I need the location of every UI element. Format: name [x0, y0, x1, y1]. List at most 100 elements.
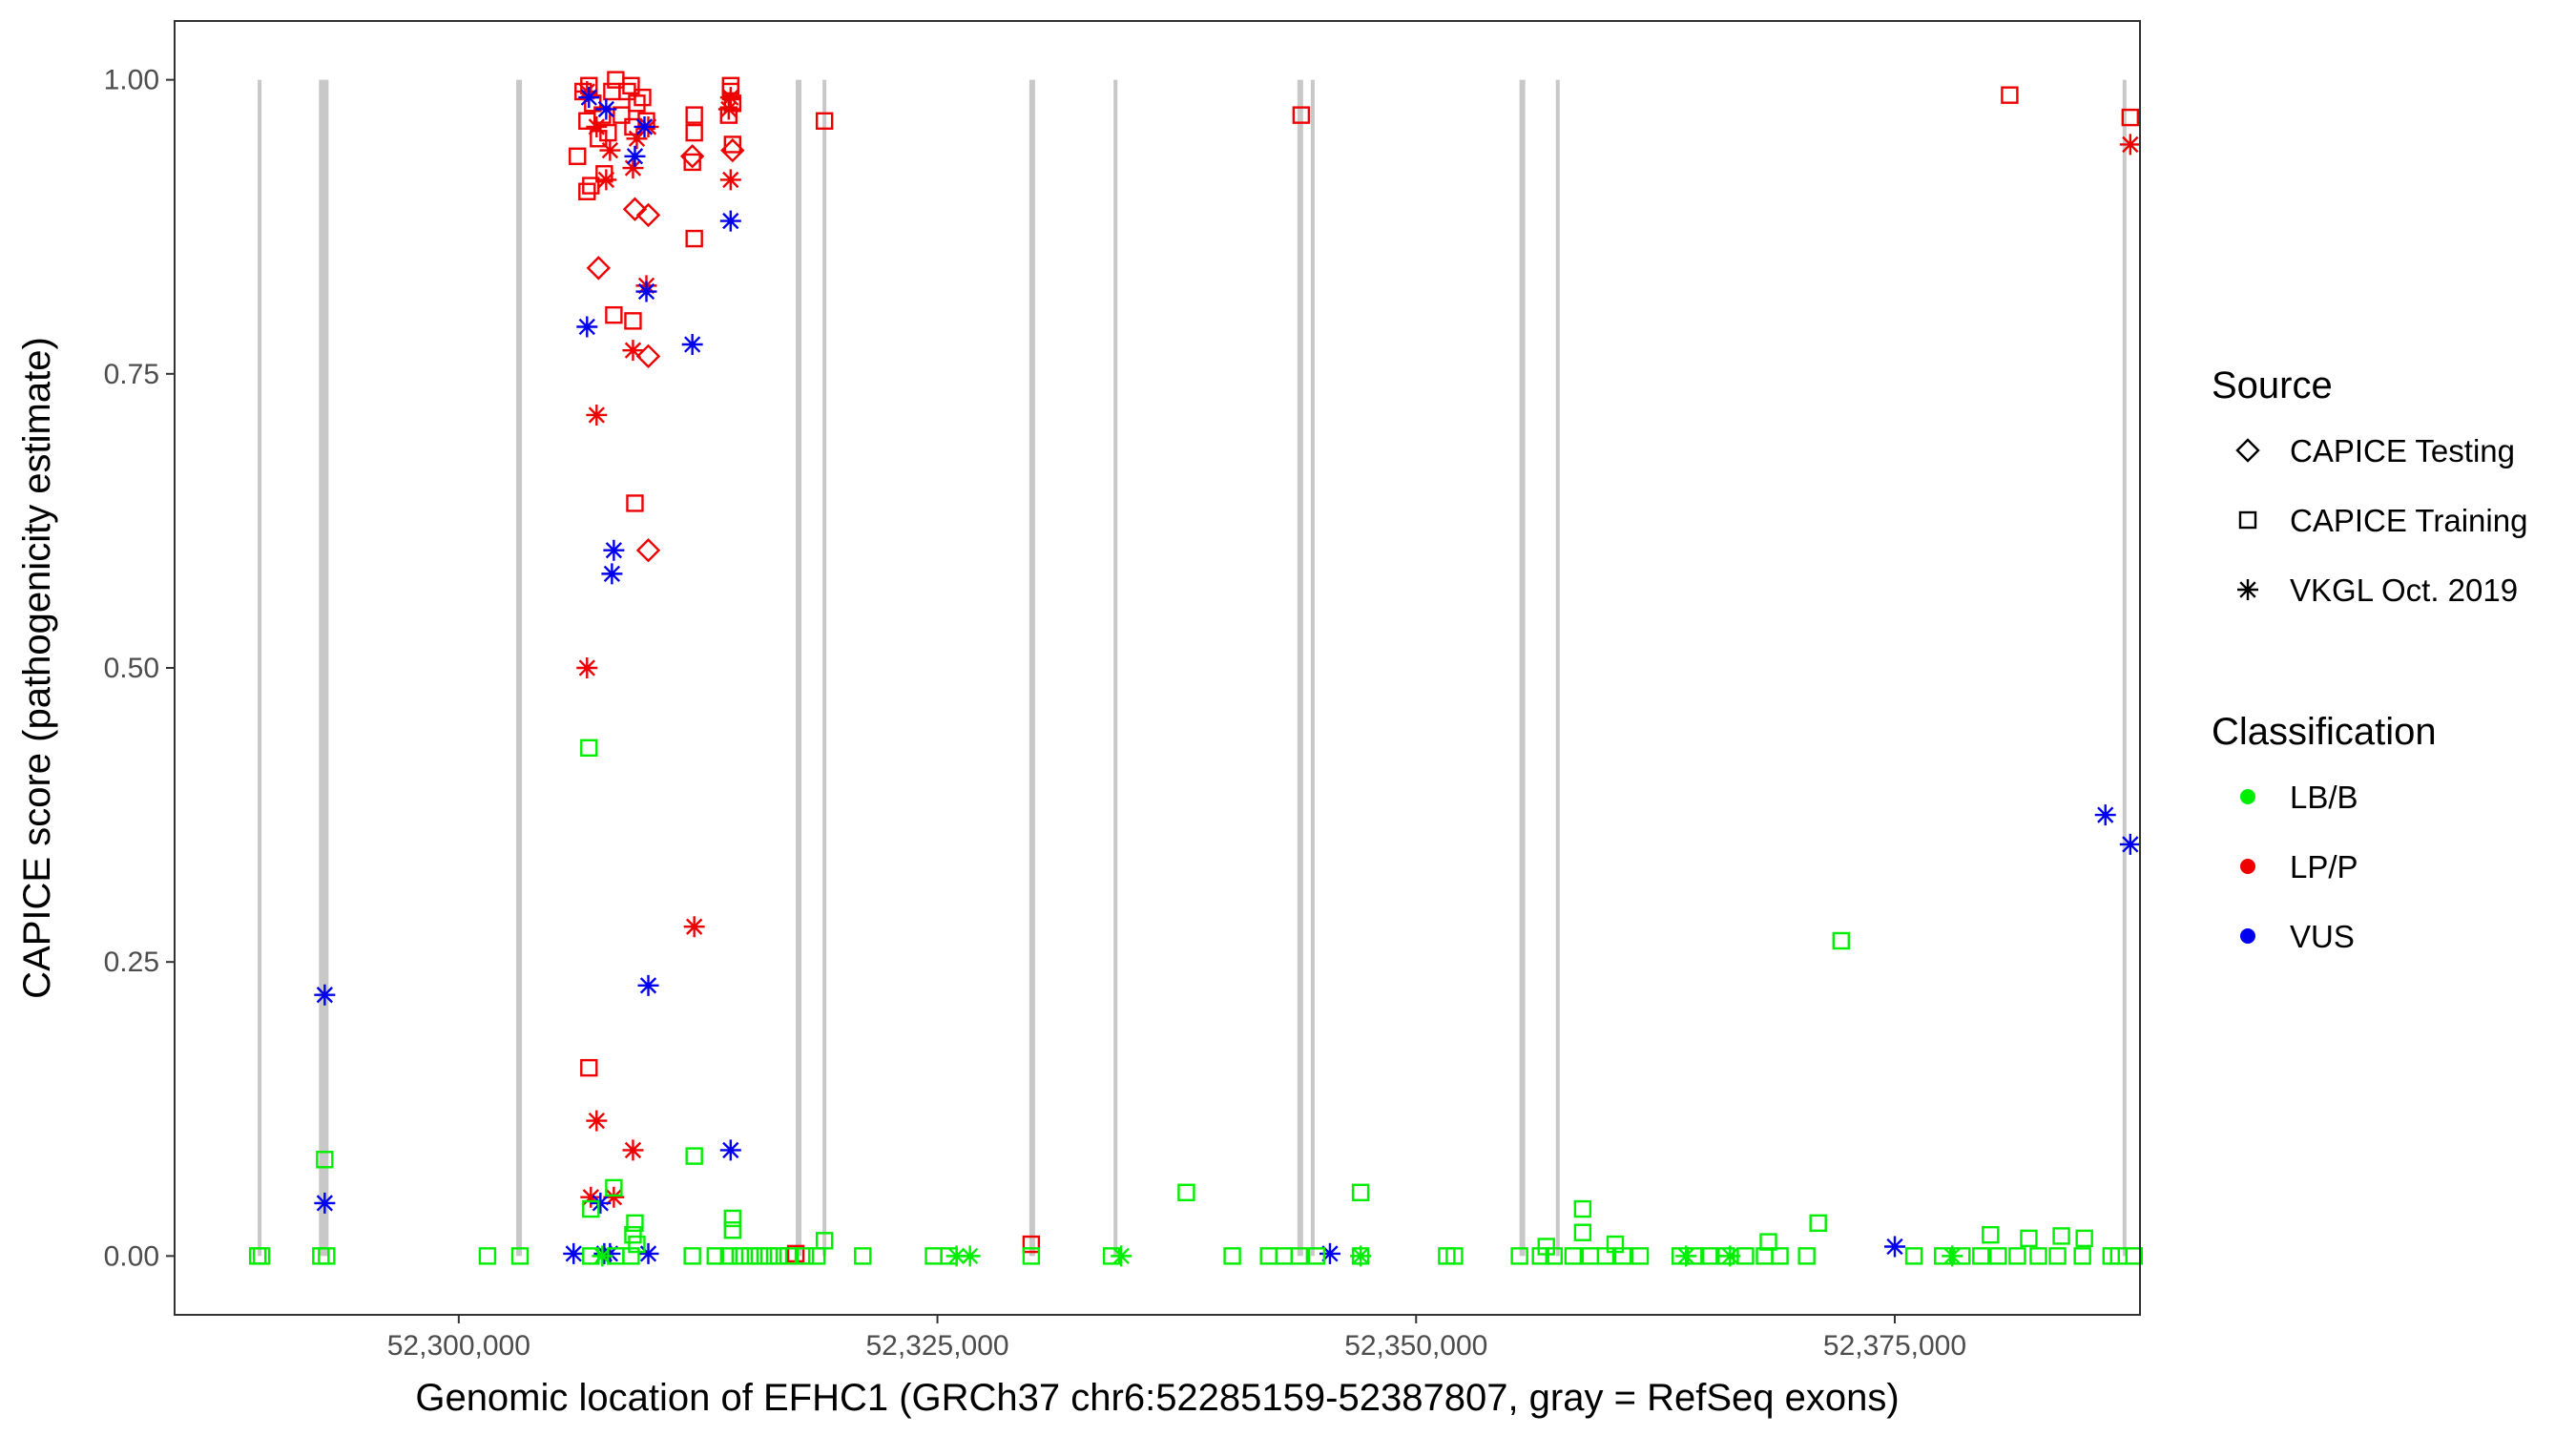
data-point — [2119, 833, 2141, 855]
data-point — [624, 1225, 642, 1244]
data-point — [635, 343, 661, 369]
data-point — [601, 563, 623, 585]
data-point — [719, 1139, 741, 1161]
data-point — [635, 538, 661, 563]
data-point — [807, 1247, 826, 1265]
data-point — [626, 1214, 644, 1233]
data-point — [586, 404, 608, 426]
data-point — [720, 137, 745, 163]
data-point — [1350, 1245, 1372, 1267]
data-point — [1771, 1247, 1789, 1265]
legend-key-square — [2238, 510, 2257, 530]
data-point — [1545, 1247, 1563, 1265]
data-point — [578, 87, 600, 109]
data-point — [605, 305, 623, 324]
data-point — [478, 1247, 497, 1265]
data-point — [719, 1247, 738, 1265]
data-point — [603, 1186, 625, 1208]
legend-key-dot — [2240, 789, 2255, 804]
data-point — [599, 123, 617, 142]
data-point — [2121, 108, 2140, 127]
data-point — [637, 974, 659, 996]
data-point — [2001, 86, 2019, 104]
exon-band — [2122, 79, 2127, 1257]
y-tick-label: 1.00 — [104, 65, 159, 96]
data-point — [1982, 1225, 2000, 1244]
x-tick-label: 52,300,000 — [387, 1330, 530, 1362]
data-point — [1290, 1247, 1309, 1265]
data-point — [1022, 1247, 1041, 1265]
y-tick-label: 0.25 — [104, 947, 159, 978]
data-point — [569, 147, 587, 165]
data-point — [924, 1247, 943, 1265]
exon-band — [258, 79, 262, 1257]
legend-label: CAPICE Testing — [2290, 433, 2515, 468]
data-point — [607, 71, 625, 89]
exon-band — [1028, 79, 1035, 1257]
data-point — [628, 1235, 646, 1254]
data-point — [1581, 1247, 1600, 1265]
data-point — [1564, 1247, 1583, 1265]
exon-band — [319, 79, 329, 1257]
data-point — [1177, 1183, 1195, 1201]
data-point — [2125, 1247, 2144, 1265]
data-point — [1700, 1247, 1718, 1265]
data-point — [314, 984, 336, 1006]
data-point — [578, 112, 596, 130]
data-point — [683, 1247, 701, 1265]
data-point — [685, 1147, 703, 1165]
data-point — [685, 123, 703, 142]
plot-panel-border — [174, 20, 2141, 1316]
data-point — [706, 1247, 724, 1265]
exon-band — [796, 79, 802, 1257]
data-point — [580, 739, 598, 758]
data-point — [580, 1186, 602, 1208]
data-point — [634, 88, 652, 107]
data-point — [731, 1247, 750, 1265]
data-point — [1351, 1183, 1370, 1201]
data-point — [683, 153, 701, 172]
x-tick-label: 52,325,000 — [865, 1330, 1008, 1362]
data-point — [2029, 1247, 2047, 1265]
data-point — [622, 76, 640, 95]
data-point — [252, 1247, 271, 1265]
data-point — [318, 1247, 336, 1265]
exon-band — [516, 79, 523, 1257]
data-point — [1759, 1233, 1777, 1251]
data-point — [635, 281, 657, 302]
data-point — [563, 1242, 585, 1264]
data-point — [2075, 1229, 2093, 1248]
data-point — [582, 1199, 600, 1218]
data-point — [750, 1247, 769, 1265]
data-point — [580, 1058, 598, 1077]
exon-band — [1113, 79, 1118, 1257]
data-point — [1989, 1247, 2007, 1265]
exon-band — [1519, 79, 1526, 1257]
data-point — [1259, 1247, 1278, 1265]
data-point — [2073, 1247, 2091, 1265]
data-point — [592, 1245, 613, 1267]
data-point — [590, 1192, 612, 1214]
legend-key-dot — [2240, 859, 2255, 874]
legend-key-diamond — [2235, 438, 2260, 463]
data-point — [599, 1242, 621, 1264]
data-point — [1275, 1247, 1293, 1265]
data-point — [2052, 1227, 2070, 1245]
data-point — [719, 169, 741, 191]
data-point — [1719, 1245, 1741, 1267]
data-point — [1531, 1247, 1549, 1265]
data-point — [622, 197, 648, 221]
data-point — [959, 1245, 981, 1267]
legend-key-asterisk — [2237, 579, 2258, 600]
data-point — [2094, 804, 2116, 826]
data-point — [586, 256, 612, 281]
data-point — [1573, 1223, 1592, 1241]
data-point — [1510, 1247, 1528, 1265]
data-point — [945, 1245, 967, 1267]
data-point — [681, 334, 703, 355]
legend-title-classification: Classification — [2212, 711, 2437, 753]
data-point — [723, 135, 742, 154]
data-point — [582, 177, 600, 195]
data-point — [314, 1192, 336, 1214]
data-point — [624, 145, 646, 167]
